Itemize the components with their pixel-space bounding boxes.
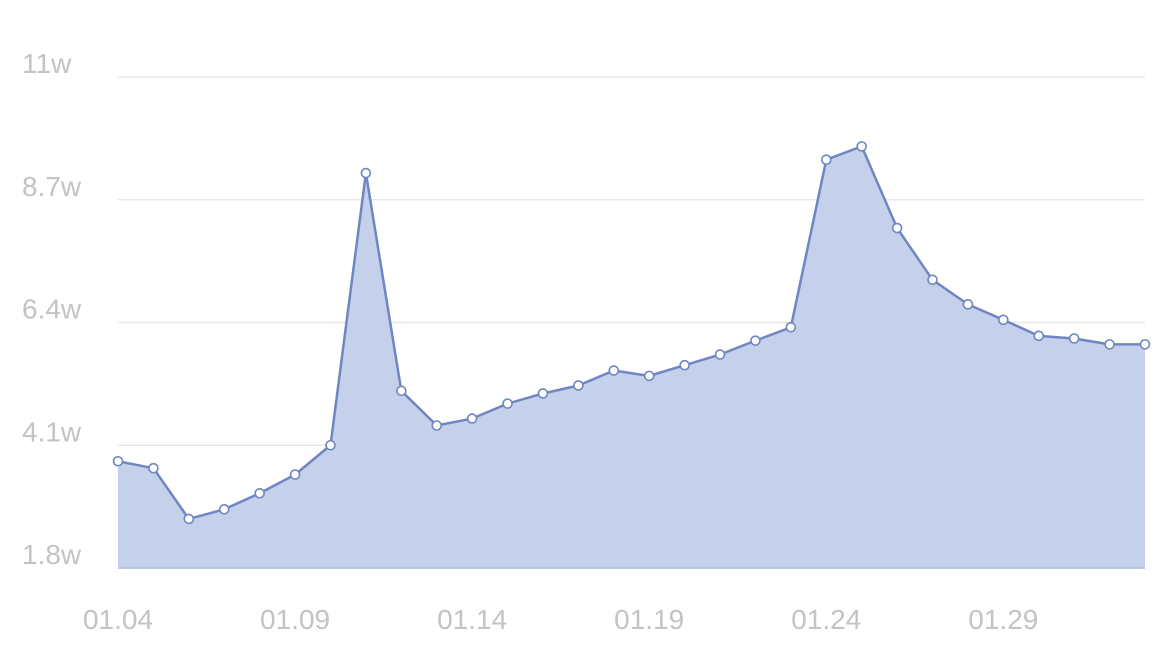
x-tick-label: 01.14	[437, 604, 507, 635]
data-point[interactable]	[998, 314, 1009, 326]
data-point[interactable]	[537, 388, 549, 399]
data-point[interactable]	[573, 380, 584, 391]
x-tick-label: 01.19	[614, 604, 684, 635]
data-point[interactable]	[289, 469, 301, 480]
x-tick-label: 01.09	[260, 604, 330, 635]
area-fill	[118, 146, 1145, 568]
series-line	[117, 145, 1145, 521]
data-point[interactable]	[325, 439, 336, 451]
data-point[interactable]	[927, 274, 938, 286]
data-point[interactable]	[431, 420, 443, 431]
data-point[interactable]	[679, 359, 690, 371]
data-point[interactable]	[643, 370, 655, 382]
x-axis-labels: 01.04 01.09 01.14 01.19 01.24 01.29	[83, 604, 1038, 635]
data-points	[112, 141, 1151, 525]
data-point[interactable]	[785, 322, 797, 333]
data-point[interactable]	[466, 413, 478, 424]
x-tick-label: 01.04	[83, 604, 153, 635]
x-tick-label: 01.24	[791, 604, 861, 635]
y-tick-label: 1.8w	[22, 539, 82, 570]
data-point[interactable]	[396, 385, 407, 397]
data-point[interactable]	[1104, 339, 1115, 350]
data-point[interactable]	[1033, 330, 1045, 342]
data-point[interactable]	[856, 141, 867, 152]
data-point[interactable]	[148, 462, 159, 474]
data-point[interactable]	[1068, 333, 1080, 344]
data-point[interactable]	[218, 503, 230, 515]
data-point[interactable]	[1139, 339, 1151, 350]
x-tick-label: 01.29	[968, 604, 1038, 635]
data-point[interactable]	[891, 222, 903, 234]
line-layer	[117, 145, 1145, 521]
data-point[interactable]	[962, 299, 974, 310]
data-point[interactable]	[360, 167, 372, 179]
data-point[interactable]	[714, 349, 726, 360]
data-point[interactable]	[183, 513, 195, 525]
data-point[interactable]	[112, 455, 124, 467]
y-tick-label: 6.4w	[22, 294, 82, 325]
data-point[interactable]	[254, 487, 265, 499]
y-tick-label: 8.7w	[22, 171, 82, 202]
y-tick-label: 11w	[22, 48, 72, 79]
y-axis-labels: 1.8w 4.1w 6.4w 8.7w 11w	[22, 48, 82, 570]
data-point[interactable]	[820, 154, 832, 166]
y-tick-label: 4.1w	[22, 416, 82, 447]
data-point[interactable]	[750, 335, 761, 346]
data-point[interactable]	[502, 398, 513, 409]
area-layer	[118, 146, 1145, 568]
data-point[interactable]	[608, 365, 620, 376]
